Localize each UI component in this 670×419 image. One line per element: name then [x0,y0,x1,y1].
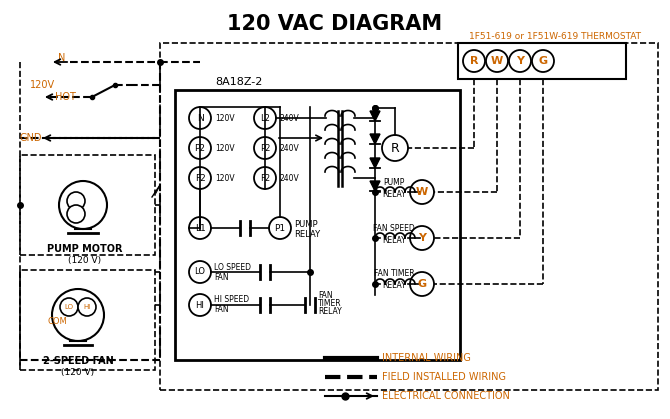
Circle shape [254,167,276,189]
Circle shape [59,181,107,229]
Circle shape [269,217,291,239]
Text: N: N [58,53,66,63]
Circle shape [67,192,85,210]
Text: FIELD INSTALLED WIRING: FIELD INSTALLED WIRING [382,372,506,382]
Circle shape [52,289,104,341]
Text: HI SPEED: HI SPEED [214,295,249,305]
Circle shape [189,261,211,283]
Circle shape [189,217,211,239]
Text: 240V: 240V [279,173,299,183]
Text: (120 V): (120 V) [62,367,94,377]
Circle shape [189,167,211,189]
Text: P1: P1 [275,223,285,233]
Text: HI: HI [83,304,90,310]
Text: P2: P2 [194,143,206,153]
Text: P2: P2 [260,143,270,153]
Text: 120V: 120V [215,143,234,153]
Text: RELAY: RELAY [382,189,406,199]
Circle shape [78,298,96,316]
Text: FAN: FAN [318,292,332,300]
Text: Y: Y [516,56,524,66]
Bar [160,43,658,390]
Text: RELAY: RELAY [318,308,342,316]
Text: 120V: 120V [215,173,234,183]
Circle shape [189,107,211,129]
Polygon shape [370,134,380,144]
Text: Y: Y [418,233,426,243]
Text: 240V: 240V [279,143,299,153]
Text: RELAY: RELAY [382,282,406,290]
Text: RELAY: RELAY [382,235,406,245]
Text: HOT: HOT [55,92,76,102]
Text: 2-SPEED FAN: 2-SPEED FAN [43,356,113,366]
Text: L2: L2 [260,114,270,122]
Circle shape [509,50,531,72]
Text: 120 VAC DIAGRAM: 120 VAC DIAGRAM [227,14,443,34]
Text: FAN SPEED: FAN SPEED [373,223,415,233]
Text: F2: F2 [194,173,206,183]
Text: ELECTRICAL CONNECTION: ELECTRICAL CONNECTION [382,391,510,401]
Text: FAN: FAN [214,305,228,315]
Text: F2: F2 [260,173,270,183]
Text: L1: L1 [194,223,206,233]
Text: G: G [417,279,427,289]
Circle shape [67,205,85,223]
Circle shape [254,107,276,129]
Text: G: G [539,56,547,66]
Text: W: W [416,187,428,197]
Text: RELAY: RELAY [294,230,320,238]
Circle shape [189,137,211,159]
Bar [175,90,460,360]
Polygon shape [370,181,380,191]
Text: INTERNAL WIRING: INTERNAL WIRING [382,353,471,363]
Text: FAN: FAN [214,272,228,282]
Text: (120 V): (120 V) [68,256,102,264]
Text: TIMER: TIMER [318,300,342,308]
Circle shape [486,50,508,72]
Text: N: N [196,114,204,122]
Polygon shape [370,111,380,121]
Text: W: W [491,56,503,66]
Circle shape [532,50,554,72]
Text: PUMP: PUMP [383,178,405,186]
Text: PUMP MOTOR: PUMP MOTOR [48,244,123,254]
Text: LO: LO [64,304,74,310]
Text: R: R [470,56,478,66]
Text: 120V: 120V [30,80,55,90]
Text: LO: LO [194,267,206,277]
Text: LO SPEED: LO SPEED [214,262,251,272]
Text: GND: GND [20,133,42,143]
Circle shape [189,294,211,316]
Circle shape [254,137,276,159]
Polygon shape [370,158,380,168]
Circle shape [410,272,434,296]
Text: R: R [391,142,399,155]
Text: HI: HI [196,300,204,310]
Bar [20,270,155,370]
Text: 240V: 240V [279,114,299,122]
Text: 1F51-619 or 1F51W-619 THERMOSTAT: 1F51-619 or 1F51W-619 THERMOSTAT [469,31,641,41]
Text: PUMP: PUMP [294,220,318,228]
Circle shape [463,50,485,72]
Text: COM: COM [48,316,68,326]
Circle shape [410,226,434,250]
Circle shape [382,135,408,161]
Text: 120V: 120V [215,114,234,122]
Circle shape [60,298,78,316]
Bar [20,155,155,255]
Bar [458,43,626,79]
Text: 8A18Z-2: 8A18Z-2 [215,77,263,87]
Circle shape [410,180,434,204]
Text: FAN TIMER: FAN TIMER [374,269,414,279]
